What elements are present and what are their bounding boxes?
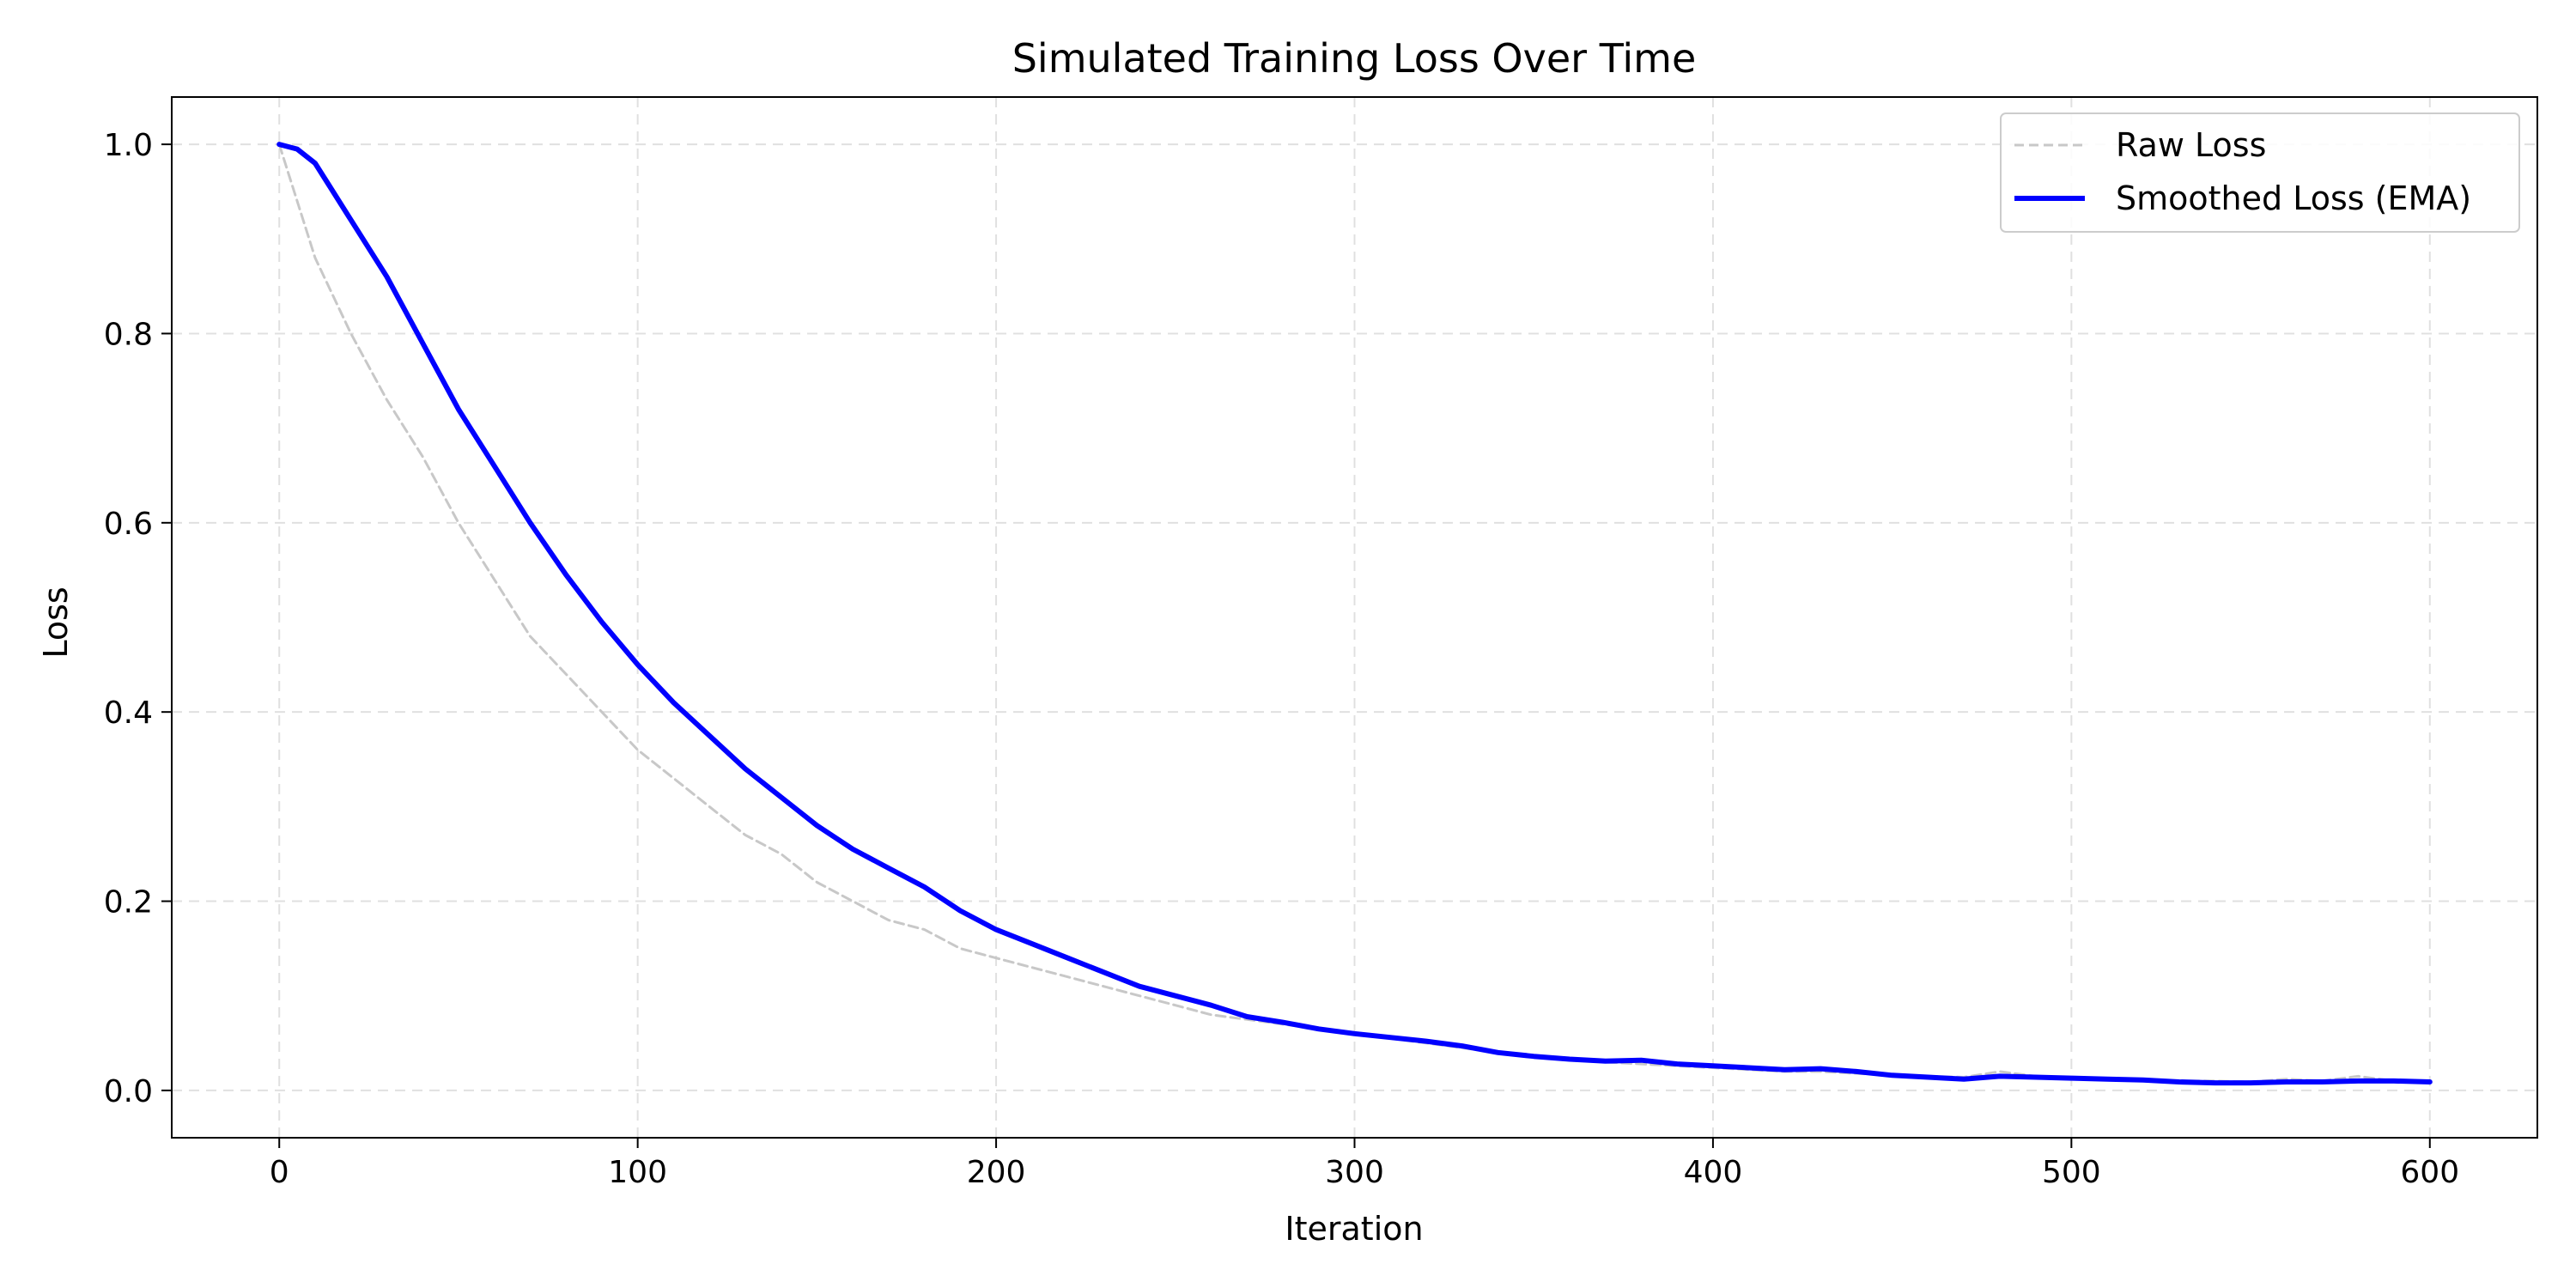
y-tick-label: 0.2 (104, 885, 153, 920)
x-axis-title: Iteration (1285, 1210, 1423, 1248)
y-tick-label: 0.6 (104, 507, 153, 542)
y-axis-title: Loss (37, 586, 75, 658)
x-tick-label: 200 (967, 1155, 1026, 1190)
legend: Raw Loss Smoothed Loss (EMA) (2000, 112, 2520, 233)
series-layer (276, 142, 2433, 1086)
y-tick-label: 1.0 (104, 128, 153, 163)
grid-layer (172, 97, 2537, 1138)
x-tick-label: 100 (608, 1155, 667, 1190)
x-tick-label: 500 (2042, 1155, 2101, 1190)
x-tick-label: 600 (2400, 1155, 2459, 1190)
legend-label-smoothed-loss: Smoothed Loss (EMA) (2116, 179, 2471, 217)
y-tick-label: 0.4 (104, 696, 153, 731)
y-tick-label: 0.0 (104, 1074, 153, 1109)
legend-box (2000, 112, 2520, 233)
x-tick-label: 300 (1325, 1155, 1384, 1190)
y-tick-label: 0.8 (104, 317, 153, 352)
x-tick-label: 0 (270, 1155, 289, 1190)
x-tick-label: 400 (1684, 1155, 1743, 1190)
chart-title: Simulated Training Loss Over Time (1012, 35, 1697, 82)
ticks-layer: 0 100 200 300 400 500 600 0.0 0.2 0.4 0.6 0.8 1.0 (104, 128, 2459, 1190)
series-line-smoothed-loss (276, 142, 2433, 1086)
legend-label-raw-loss: Raw Loss (2116, 126, 2266, 164)
